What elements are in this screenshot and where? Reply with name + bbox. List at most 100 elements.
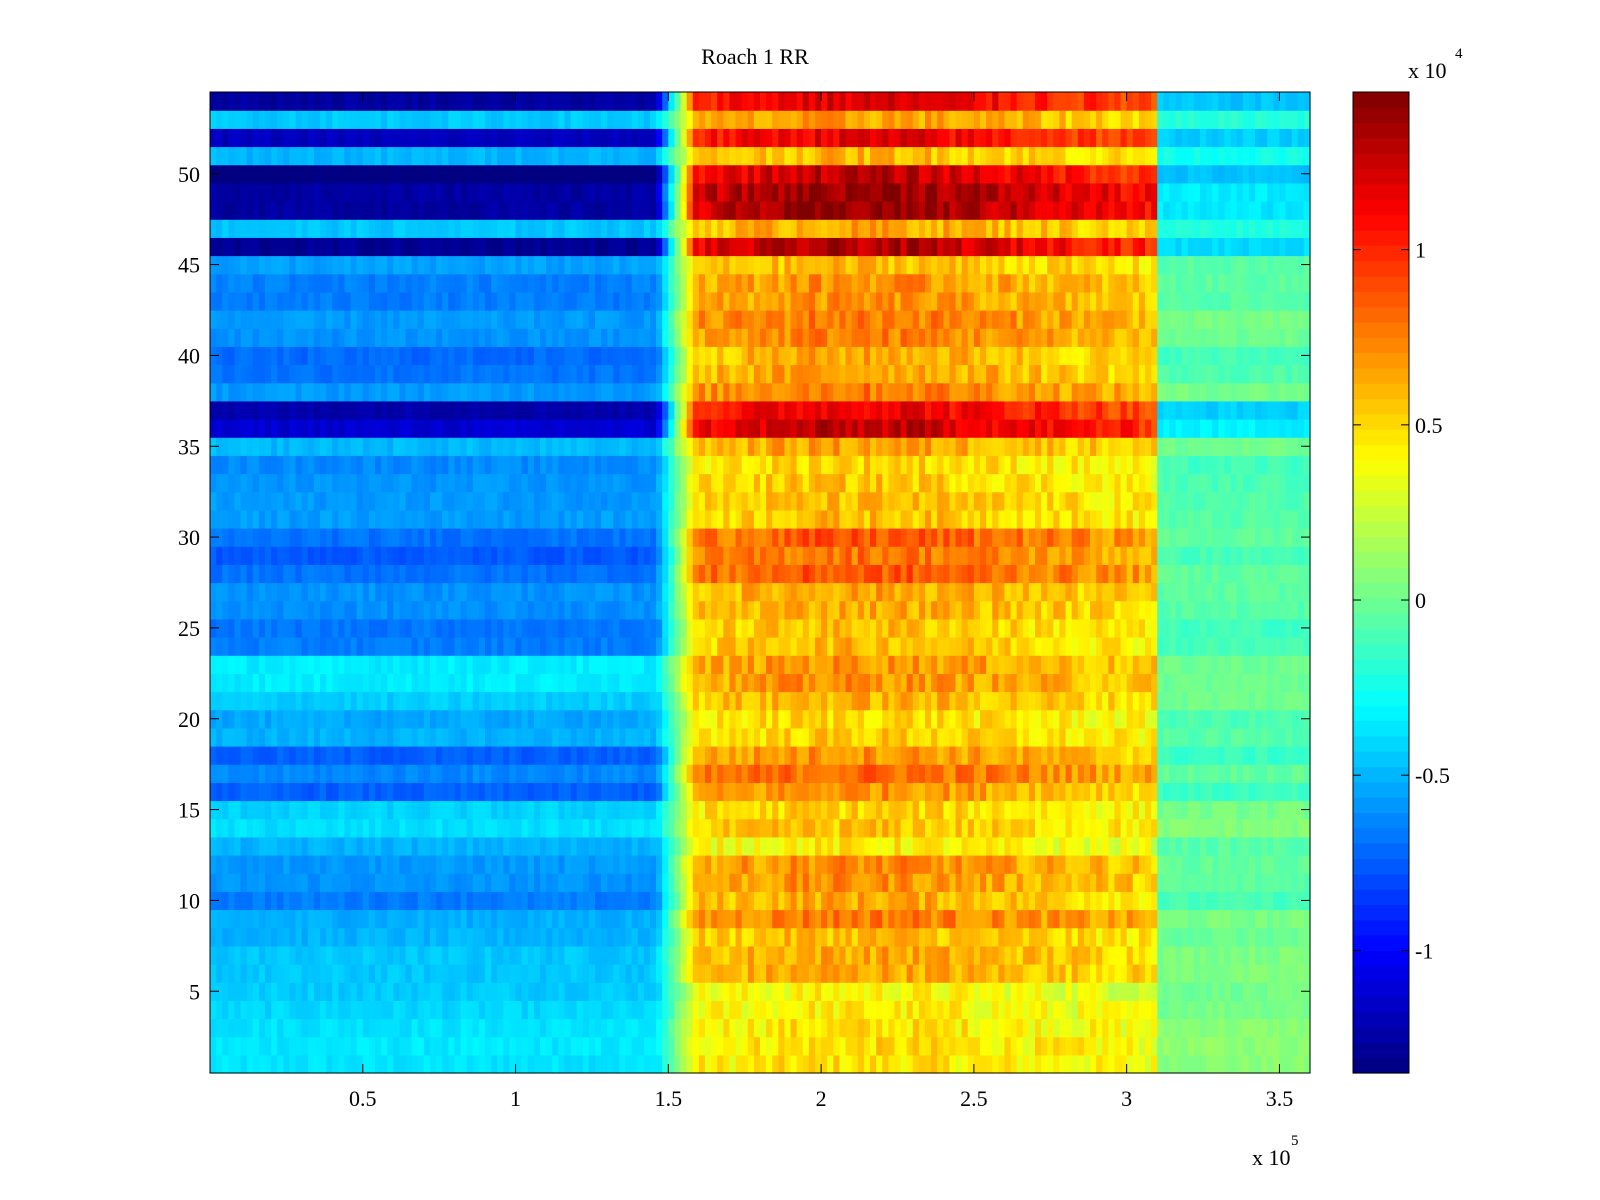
heatmap-cell [1261,691,1268,711]
heatmap-cell [643,800,651,820]
heatmap-cell [980,564,987,584]
heatmap-cell [375,727,382,747]
heatmap-cell [472,582,480,602]
heatmap-cell [876,709,883,729]
heatmap-cell [320,1018,327,1038]
heatmap-cell [1157,782,1164,802]
heatmap-cell [258,1054,266,1074]
heatmap-cell [1120,673,1128,693]
heatmap-cell [595,909,602,929]
heatmap-cell [234,873,242,892]
heatmap-cell [680,1018,688,1038]
heatmap-cell [576,673,584,693]
heatmap-cell [980,618,987,638]
heatmap-cell [1157,818,1164,838]
heatmap-cell [1267,800,1274,820]
heatmap-cell [1041,1018,1048,1038]
heatmap-cell [234,782,242,802]
heatmap-cell [1303,1036,1311,1056]
heatmap-cell [741,982,749,1001]
heatmap-cell [1010,782,1018,802]
heatmap-cell [619,1000,627,1020]
heatmap-cell [503,909,511,929]
heatmap-cell [1120,818,1128,838]
heatmap-cell [1102,836,1109,856]
heatmap-cell [967,582,975,602]
heatmap-cell [265,855,272,874]
heatmap-cell [961,1036,969,1056]
heatmap-cell [326,909,333,929]
heatmap-cell [258,891,266,911]
heatmap-cell [332,637,339,656]
heatmap-cell [1236,1036,1244,1056]
heatmap-cell [1218,691,1226,711]
heatmap-cell [295,582,303,602]
heatmap-cell [588,855,596,874]
heatmap-cell [1206,964,1213,983]
heatmap-cell [845,836,853,856]
heatmap-cell [1291,1000,1299,1020]
heatmap-cell [1285,818,1293,838]
heatmap-cell [698,782,706,802]
heatmap-cell [246,582,254,602]
heatmap-cell [796,709,804,729]
heatmap-cell [509,1000,517,1020]
heatmap-cell [1059,891,1067,911]
heatmap-cell [387,982,394,1001]
heatmap-cell [619,945,627,965]
heatmap-cell [760,764,767,783]
heatmap-cell [1047,746,1054,765]
heatmap-cell [790,673,798,693]
heatmap-cell [320,764,327,783]
heatmap-cell [405,782,413,802]
heatmap-cell [472,673,480,693]
heatmap-cell [631,582,639,602]
heatmap-cell [246,655,254,674]
heatmap-cell [815,782,822,802]
heatmap-cell [631,818,639,838]
heatmap-cell [558,964,566,983]
heatmap-cell [827,927,834,947]
heatmap-cell [393,764,401,783]
heatmap-cell [265,673,272,693]
heatmap-cell [662,582,669,602]
heatmap-cell [1218,1000,1226,1020]
heatmap-cell [1096,855,1103,874]
heatmap-cell [411,927,419,947]
heatmap-cell [393,637,401,656]
heatmap-cell [980,782,987,802]
heatmap-cell [356,582,364,602]
heatmap-cell [472,564,480,584]
heatmap-cell [680,982,688,1001]
heatmap-cell [1291,655,1299,674]
heatmap-cell [570,655,578,674]
heatmap-cell [888,582,896,602]
heatmap-cell [454,564,462,584]
heatmap-cell [680,600,688,620]
heatmap-cell [986,855,993,874]
heatmap-cell [332,673,339,693]
heatmap-cell [967,600,975,620]
heatmap-cell [992,1018,999,1038]
heatmap-cell [870,800,877,820]
heatmap-cell [735,727,743,747]
heatmap-cell [503,709,511,729]
heatmap-cell [967,1054,975,1074]
heatmap-cell [1053,618,1061,638]
heatmap-cell [631,836,639,856]
heatmap-cell [460,709,468,729]
heatmap-cell [698,800,706,820]
heatmap-cell [485,855,492,874]
heatmap-cell [1187,673,1195,693]
heatmap-cell [503,836,511,856]
heatmap-cell [955,1000,963,1020]
heatmap-cell [894,691,902,711]
heatmap-cell [381,618,388,638]
heatmap-cell [265,1036,272,1056]
heatmap-cell [900,727,908,747]
heatmap-cell [387,945,394,965]
heatmap-cell [1242,891,1250,911]
heatmap-cell [362,673,370,693]
heatmap-cell [937,836,944,856]
heatmap-cell [1102,891,1109,911]
